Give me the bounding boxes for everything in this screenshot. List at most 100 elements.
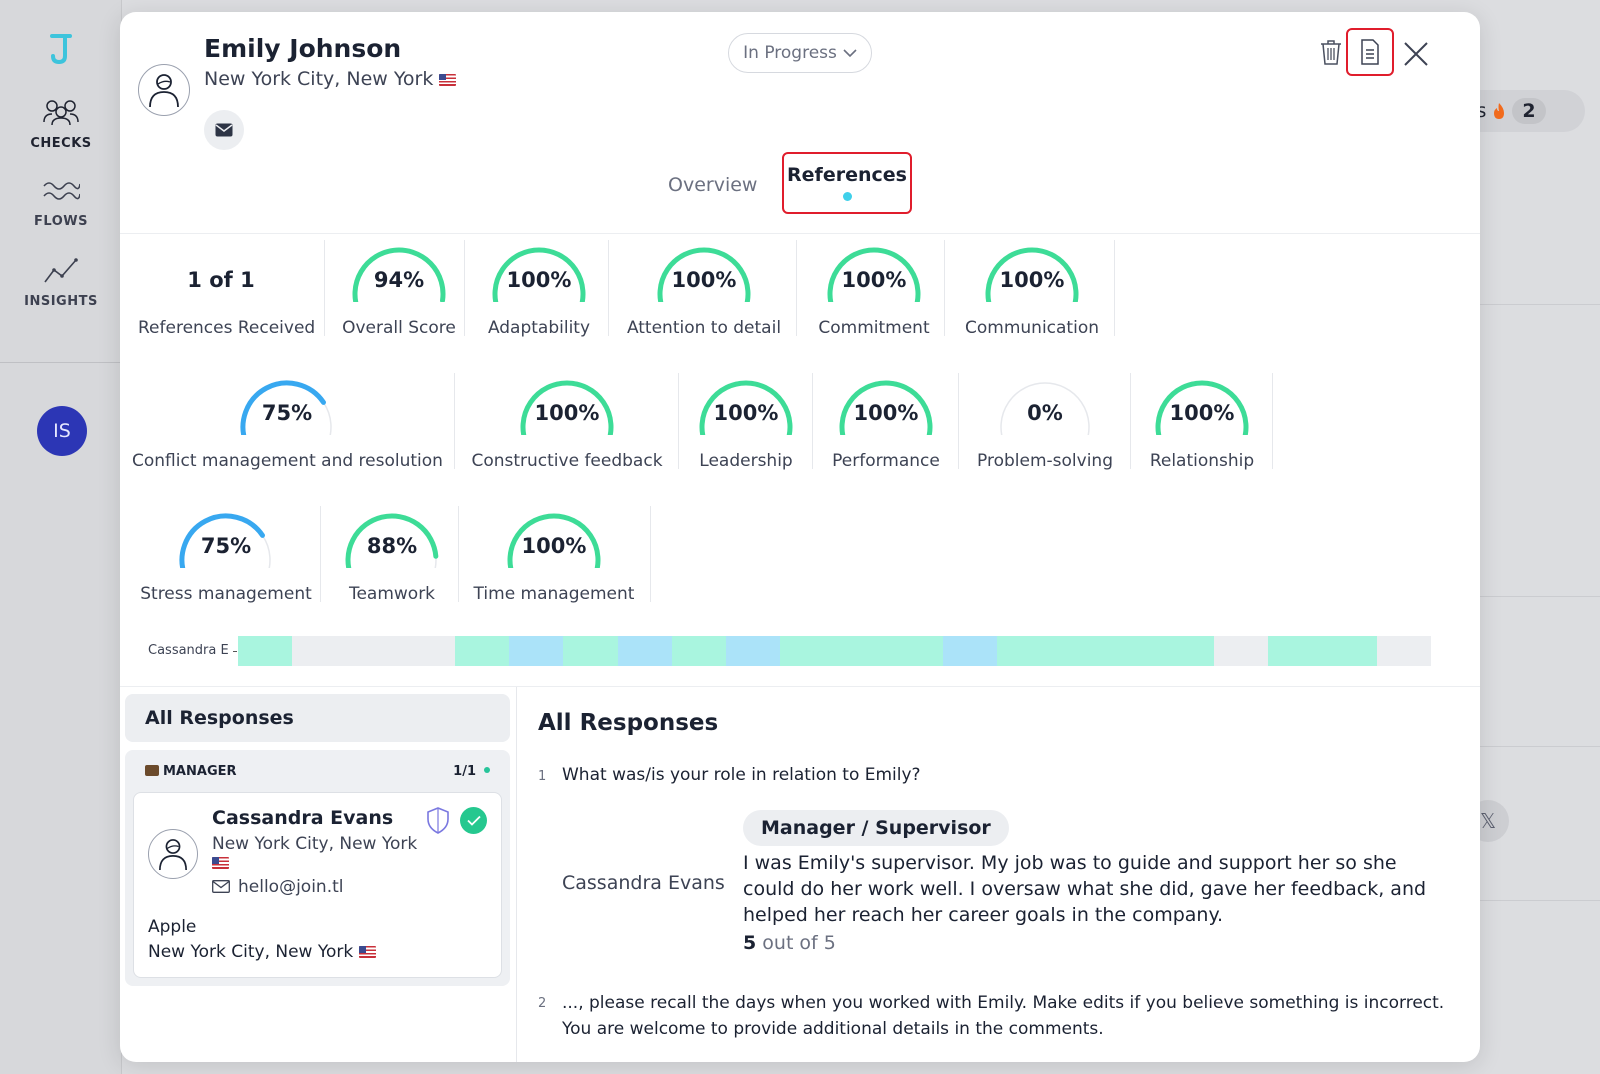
gauge-arc: [699, 380, 793, 435]
gauge-value: 88%: [366, 534, 418, 558]
score-gauge: 0% Problem-solving: [964, 373, 1126, 473]
sidebar-item-insights[interactable]: INSIGHTS: [0, 256, 122, 309]
heatmap-cell[interactable]: [780, 636, 835, 666]
gauge-separator: [320, 506, 321, 602]
status-dropdown[interactable]: In Progress: [728, 33, 872, 73]
candidate-name: Emily Johnson: [204, 34, 402, 63]
gauge-arc: [507, 513, 601, 568]
report-button[interactable]: [1346, 28, 1394, 76]
email-button[interactable]: [204, 110, 244, 150]
heatmap-cell[interactable]: [726, 636, 781, 666]
gauge-arc: [179, 513, 271, 568]
heatmap-cell[interactable]: [454, 636, 510, 666]
referee-email[interactable]: hello@join.tl: [212, 877, 344, 897]
gauge-separator: [796, 240, 797, 336]
heatmap-cell[interactable]: [1105, 636, 1160, 666]
gauge-label: Time management: [473, 584, 635, 604]
tab-bar: Overview References: [120, 152, 1480, 232]
gauge-fill: [520, 380, 614, 435]
heatmap-cell[interactable]: [346, 636, 401, 666]
app-logo[interactable]: [48, 32, 74, 66]
heatmap-cell[interactable]: [997, 636, 1052, 666]
sidebar-divider: [0, 362, 122, 363]
candidate-avatar: [138, 64, 190, 116]
responses-detail-title: All Responses: [538, 710, 719, 736]
gauge-track: [1000, 382, 1090, 435]
answer-comment: I was Emily's supervisor. My job was to …: [743, 852, 1427, 926]
heatmap-cell[interactable]: [671, 636, 727, 666]
trend-chart-icon: [44, 258, 78, 283]
gauge-separator: [458, 506, 459, 602]
background-divider: [1460, 304, 1600, 305]
gauge-fill: [1155, 380, 1249, 435]
document-icon: [1361, 39, 1379, 65]
heatmap-cell[interactable]: [617, 636, 672, 666]
heatmap-cell[interactable]: [1214, 636, 1269, 666]
close-icon: [1404, 42, 1428, 66]
heatmap-cell[interactable]: [1051, 636, 1106, 666]
gauge-value: 100%: [506, 268, 572, 292]
referee-group-manager: MANAGER 1/1 Cassandra Evans New York Cit…: [125, 750, 510, 986]
gauge-arc: [1155, 380, 1249, 435]
gauge-fill: [839, 380, 933, 435]
gauge-label: Teamwork: [348, 584, 436, 604]
responses-list-header[interactable]: All Responses: [125, 694, 510, 742]
delete-button[interactable]: [1317, 38, 1345, 66]
heatmap-cell[interactable]: [238, 636, 293, 666]
gauge-label: Performance: [832, 451, 940, 471]
referee-location: New York City, New York: [212, 835, 422, 869]
heatmap-cell[interactable]: [1322, 636, 1377, 666]
heatmap-cell[interactable]: [400, 636, 455, 666]
gauge-label: Constructive feedback: [471, 451, 663, 471]
gauge-value: 0%: [1027, 401, 1063, 425]
sidebar-item-flows[interactable]: FLOWS: [0, 178, 122, 229]
group-count: 1/1: [453, 764, 490, 779]
gauge-value: 100%: [853, 401, 919, 425]
close-button[interactable]: [1400, 38, 1432, 70]
tab-references[interactable]: References: [782, 152, 912, 214]
gauge-arc: [827, 247, 921, 302]
gauge-label: Leadership: [699, 451, 793, 471]
gauge-label: Adaptability: [487, 318, 591, 338]
heatmap-cell[interactable]: [509, 636, 564, 666]
gauge-arc: [352, 247, 446, 302]
heatmap-cell[interactable]: [1268, 636, 1323, 666]
heatmap-cell[interactable]: [1159, 636, 1215, 666]
gauge-fill: [699, 380, 793, 435]
gauge-label: Stress management: [140, 584, 312, 604]
score-gauge: 100% Performance: [818, 373, 954, 473]
heatmap-cell[interactable]: [292, 636, 347, 666]
us-flag-icon: [439, 73, 457, 86]
referee-card[interactable]: Cassandra Evans New York City, New York …: [133, 792, 502, 978]
referee-location-text: New York City, New York: [212, 834, 418, 854]
sidebar-item-checks[interactable]: CHECKS: [0, 98, 122, 151]
heatmap-cell[interactable]: [563, 636, 618, 666]
score-gauge: 94% Overall Score: [334, 240, 464, 340]
status-dot-icon: [484, 767, 490, 773]
people-icon: [43, 100, 79, 126]
user-avatar[interactable]: IS: [37, 406, 87, 456]
answer-score: 5 out of 5: [743, 932, 836, 954]
gauge-arc: [1000, 382, 1090, 435]
gauge-value: 100%: [534, 401, 600, 425]
heatmap-cell[interactable]: [943, 636, 998, 666]
briefcase-icon: [145, 765, 159, 776]
candidate-location: New York City, New York: [204, 68, 457, 90]
background-divider: [1460, 900, 1600, 901]
trash-icon: [1321, 40, 1341, 65]
heatmap-cell[interactable]: [834, 636, 889, 666]
referee-company: Apple: [148, 917, 197, 937]
tab-overview[interactable]: Overview: [668, 174, 758, 196]
gauge-value: 100%: [521, 534, 587, 558]
gauge-label: Attention to detail: [626, 318, 782, 338]
gauge-fill: [492, 247, 586, 302]
score-gauge: 100% Constructive feedback: [460, 373, 674, 473]
heatmap-cell[interactable]: [888, 636, 944, 666]
answer-respondent: Cassandra Evans: [562, 872, 725, 894]
gauge-arc: [520, 380, 614, 435]
references-received-value: 1 of 1: [187, 268, 255, 292]
gauge-fill: [507, 513, 601, 568]
heatmap-cell[interactable]: [1376, 636, 1432, 666]
group-role-text: MANAGER: [163, 764, 237, 779]
gauge-label: Communication: [965, 318, 1099, 338]
